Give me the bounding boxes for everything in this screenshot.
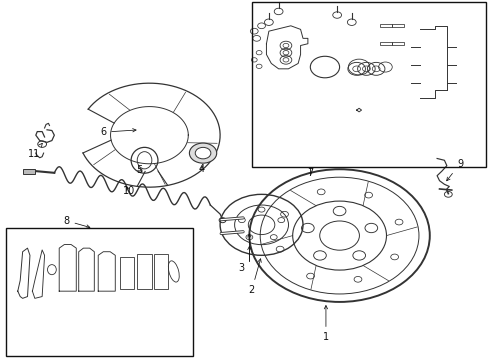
Circle shape [189, 143, 216, 163]
Text: 7: 7 [306, 168, 313, 179]
Text: 9: 9 [446, 159, 462, 181]
Bar [22, 169, 35, 174]
Text: 3: 3 [238, 264, 244, 274]
Bar [137, 253, 152, 289]
Text: 10: 10 [122, 186, 135, 196]
Text: 8: 8 [63, 216, 90, 228]
Text: 1: 1 [322, 306, 328, 342]
Text: 2: 2 [248, 259, 261, 295]
Text: 5: 5 [136, 165, 142, 175]
Bar [379, 24, 391, 27]
Text: 11: 11 [28, 143, 42, 159]
Bar [379, 42, 391, 45]
Bar [391, 24, 403, 27]
Bar [5, 228, 193, 356]
Bar [154, 253, 167, 289]
Bar [391, 42, 403, 45]
Bar [251, 3, 485, 167]
Text: 4: 4 [199, 164, 205, 174]
Text: 6: 6 [100, 127, 136, 137]
Circle shape [195, 147, 210, 159]
Bar [120, 257, 134, 289]
